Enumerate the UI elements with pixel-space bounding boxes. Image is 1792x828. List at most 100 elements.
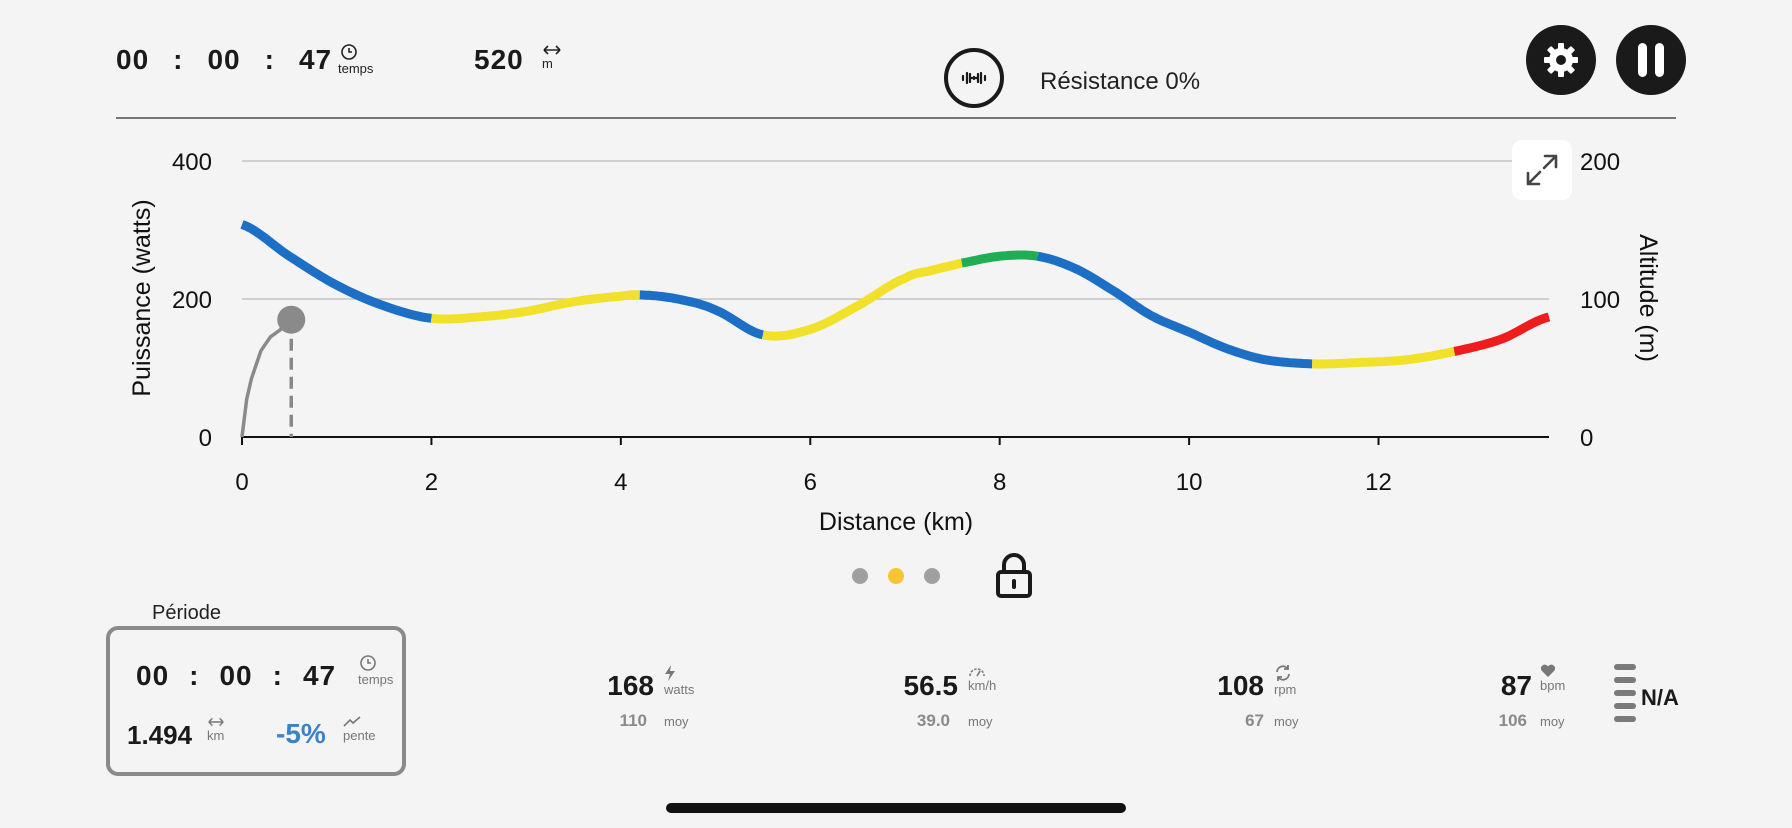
period-slope-value: -5% [276,718,326,749]
period-distance-unit-label: km [207,728,225,743]
period-time: 00 : 00 : 47 [136,660,336,692]
page-indicator [852,568,940,584]
grid-layer [242,160,1549,300]
altitude-segment-yellow [430,290,641,324]
altitude-segment-green [960,250,1039,268]
page-dot[interactable] [852,568,868,584]
time-separator: : [264,44,275,75]
home-indicator[interactable] [666,803,1126,813]
page-dot-active[interactable] [888,568,904,584]
power-altitude-chart: 0 200 400 0 100 200 0 2 4 6 8 10 12 Distance (km) Pu… [128,149,1662,536]
speedometer-icon [969,668,985,677]
x-tick-label: 8 [993,469,1006,496]
time-separator: : [173,44,184,75]
altitude-segment-red [1453,312,1551,356]
altitude-segment-blue [639,290,764,340]
power-value: 168 [607,670,654,701]
expand-icon [1526,154,1558,186]
altitude-segment-yellow [762,258,963,341]
y-right-tick-label: 200 [1580,149,1620,176]
heartrate-unit-label: bpm [1540,678,1566,693]
speed-value: 56.5 [903,670,959,701]
hr-zone-bar [1614,716,1636,722]
y-right-tick-label: 0 [1580,425,1593,452]
power-avg-label: moy [664,714,689,729]
settings-button[interactable] [1526,25,1596,95]
pause-button[interactable] [1616,25,1686,95]
clock-icon [360,655,376,671]
bolt-icon [665,665,675,681]
hr-zone-bar [1614,690,1636,696]
total-distance-unit-label: m [542,56,553,71]
elapsed-hours: 00 [116,44,150,75]
heart-icon [1540,664,1556,677]
power-unit: watts [664,664,694,697]
y-axis-right-title: Altitude (m) [1634,234,1662,362]
y-left-tick-label: 400 [172,149,212,176]
period-title: Période [152,602,221,624]
hr-zone-bar [1614,677,1636,683]
heartrate-unit: bpm [1540,664,1565,693]
series-layer [240,220,1551,438]
period-hours: 00 [136,660,170,691]
arrows-horizontal-icon [208,717,224,727]
total-distance-unit: m [542,44,562,71]
lock-icon[interactable] [994,552,1034,598]
x-tick-label: 12 [1365,469,1392,496]
x-tick-label: 6 [804,469,817,496]
expand-chart-button[interactable] [1512,140,1572,200]
x-tick-label: 4 [614,469,627,496]
speed-avg-label: moy [968,714,993,729]
period-minutes: 00 [219,660,253,691]
arrows-horizontal-icon [543,45,561,55]
period-distance-value: 1.494 [127,720,193,750]
hr-zone-bar [1614,664,1636,670]
heartrate-value: 87 [1500,670,1532,701]
y-right-tick-label: 100 [1580,287,1620,314]
resistance-button[interactable] [944,48,1004,108]
hr-zone-label: N/A [1641,685,1679,710]
speed-unit: km/h [968,664,996,693]
cadence-value: 108 [1217,670,1264,701]
period-time-unit: temps [358,654,393,687]
period-distance-unit: km [207,716,225,743]
y-axis-left-title: Puissance (watts) [128,199,156,396]
power-unit-label: watts [664,682,695,697]
header-divider [116,117,1676,119]
gear-icon [1544,43,1578,77]
cadence-avg-label: moy [1274,714,1299,729]
elapsed-time: 00 : 00 : 47 [116,44,332,76]
hr-zone-bar [1614,703,1636,709]
cadence-unit-label: rpm [1274,682,1297,697]
page-dot[interactable] [924,568,940,584]
resistance-label: Résistance 0% [1040,68,1201,95]
slope-icon [343,716,361,727]
elapsed-unit: temps [338,43,373,76]
x-axis-title: Distance (km) [819,508,973,536]
time-separator: : [189,660,200,691]
cadence-avg: 67 [1245,711,1264,730]
heartrate-avg: 106 [1498,711,1527,730]
y-left-tick-label: 200 [172,287,212,314]
position-marker [277,305,306,334]
heartrate-avg-label: moy [1540,714,1565,729]
clock-icon [341,44,357,60]
period-slope-unit-label: pente [343,728,376,743]
altitude-segment-blue [240,220,432,323]
power-avg: 110 [619,711,647,730]
speed-unit-label: km/h [968,678,997,693]
refresh-icon [1276,665,1290,681]
dumbbell-icon [961,71,987,85]
elapsed-minutes: 00 [207,44,241,75]
x-tick-label: 0 [235,469,248,496]
x-tick-label: 2 [425,469,438,496]
period-slope-unit: pente [343,716,376,743]
altitude-segment-yellow [1312,347,1456,369]
pause-icon [1638,43,1664,77]
x-tick-label: 10 [1176,469,1203,496]
period-panel [106,626,406,776]
y-left-tick-label: 0 [199,425,212,452]
period-seconds: 47 [302,660,337,691]
time-separator: : [272,660,283,691]
altitude-segment-blue [1036,251,1313,369]
